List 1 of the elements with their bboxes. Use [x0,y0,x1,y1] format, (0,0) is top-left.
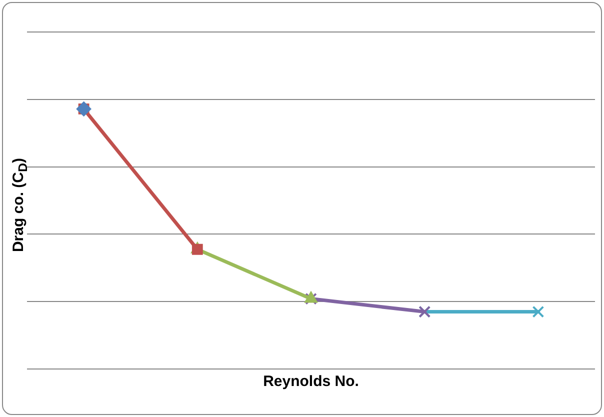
x-axis-title: Reynolds No. [263,373,359,390]
